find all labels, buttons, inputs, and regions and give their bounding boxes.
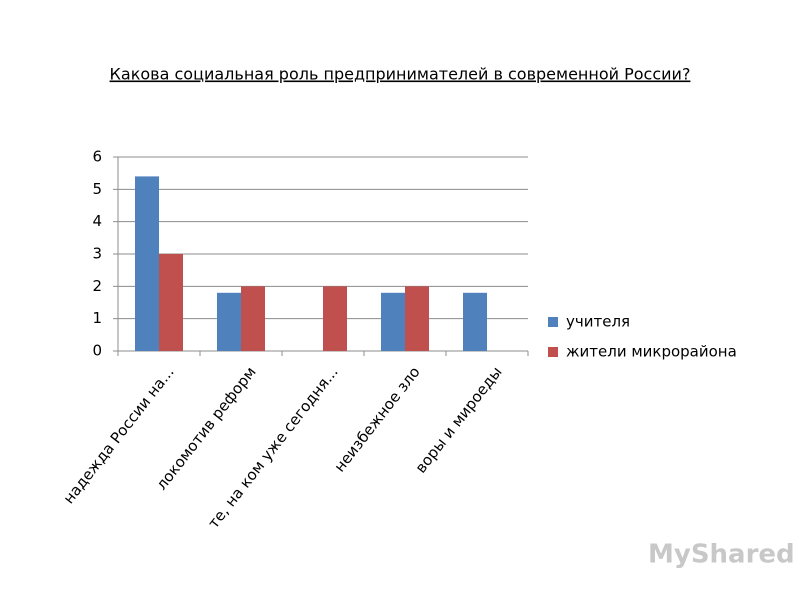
y-tick-label: 5: [92, 180, 102, 198]
bar: [159, 254, 183, 351]
y-tick-label: 2: [92, 277, 102, 295]
bar: [135, 176, 159, 351]
y-tick-label: 4: [92, 212, 102, 230]
bar: [405, 286, 429, 351]
legend-label: жители микрорайона: [566, 343, 737, 361]
bar: [241, 286, 265, 351]
watermark: MyShared: [648, 540, 795, 570]
bar: [217, 292, 241, 351]
bar: [463, 292, 487, 351]
y-tick-label: 1: [92, 309, 102, 327]
legend-swatch: [548, 347, 558, 357]
y-tick-label: 3: [92, 245, 102, 263]
legend-swatch: [548, 317, 558, 327]
bar: [381, 292, 405, 351]
y-tick-label: 0: [92, 342, 102, 360]
legend-label: учителя: [566, 313, 630, 331]
bar: [323, 286, 347, 351]
y-tick-label: 6: [92, 148, 102, 166]
chart-title: Какова социальная роль предпринимателей …: [110, 65, 691, 84]
